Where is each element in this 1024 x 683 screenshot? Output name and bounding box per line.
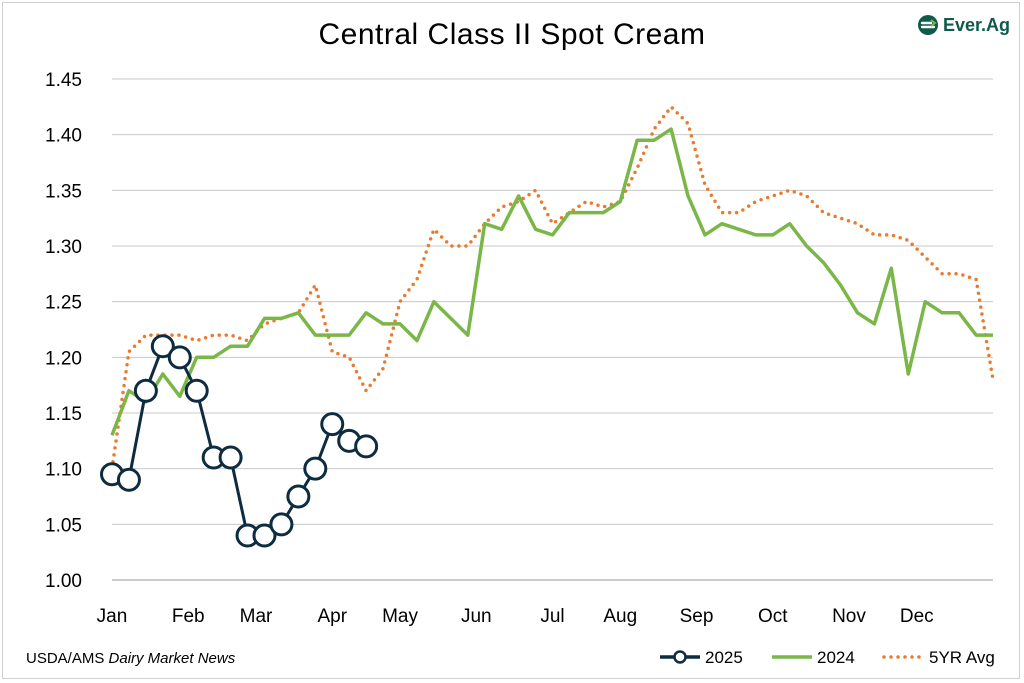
y-tick-label: 1.15 — [45, 404, 82, 425]
gridlines — [112, 78, 993, 581]
x-tick-label-jun: Jun — [461, 606, 492, 627]
x-tick-label-sep: Sep — [680, 606, 714, 627]
chart-title: Central Class II Spot Cream — [318, 18, 706, 51]
source-note: USDA/AMS Dairy Market News — [26, 650, 235, 667]
data-point-2025 — [252, 523, 277, 548]
y-tick-label: 1.25 — [45, 293, 82, 314]
x-tick-label-jul: Jul — [540, 606, 564, 627]
data-series — [100, 105, 995, 548]
brand-logo: Ever.Ag — [917, 14, 1010, 36]
legend-label-5yr-avg: 5YR Avg — [929, 648, 995, 667]
data-point-2025 — [133, 378, 158, 403]
y-axis-tick-labels: 1.00 1.05 1.10 1.15 1.20 1.25 1.30 1.35 1.40 1.45 — [45, 70, 82, 592]
data-point-2025 — [150, 334, 175, 359]
y-tick-label: 1.20 — [45, 348, 82, 369]
series-line-5yr-avg — [110, 105, 995, 471]
x-tick-label-feb: Feb — [172, 606, 205, 627]
series-line-2024 — [110, 127, 993, 436]
data-point-2025 — [167, 345, 192, 370]
ever-ag-logo-icon — [917, 15, 938, 35]
legend-marker-2025 — [673, 650, 687, 664]
y-tick-label: 1.45 — [45, 70, 82, 91]
data-point-2025 — [184, 378, 209, 403]
source-publication: Dairy Market News — [108, 650, 236, 667]
legend: 2025 2024 5YR Avg — [660, 648, 995, 667]
x-axis-tick-labels: Jan Feb Mar Apr May Jun Jul Aug Sep Oct Nov Dec — [97, 606, 934, 627]
data-point-2025 — [303, 456, 328, 481]
x-tick-label-mar: Mar — [240, 606, 273, 627]
y-tick-label: 1.00 — [45, 571, 82, 592]
y-tick-label: 1.35 — [45, 181, 82, 202]
y-tick-label: 1.30 — [45, 237, 82, 258]
x-tick-label-oct: Oct — [758, 606, 788, 627]
y-tick-label: 1.10 — [45, 460, 82, 481]
legend-label-2024: 2024 — [817, 648, 855, 667]
data-point-2025 — [286, 484, 311, 509]
series-line-2025 — [111, 344, 367, 537]
brand-name: Ever.Ag — [942, 14, 1010, 35]
data-point-2025 — [116, 467, 141, 492]
x-tick-label-aug: Aug — [603, 606, 637, 627]
y-tick-label: 1.40 — [45, 126, 82, 147]
x-tick-label-nov: Nov — [832, 606, 866, 627]
x-tick-label-may: May — [382, 606, 418, 627]
data-point-2025 — [269, 512, 294, 537]
y-tick-label: 1.05 — [45, 515, 82, 536]
x-tick-label-jan: Jan — [97, 606, 128, 627]
x-tick-label-apr: Apr — [317, 606, 347, 627]
data-point-2025 — [354, 434, 379, 459]
source-prefix: USDA/AMS — [26, 650, 109, 667]
data-point-2025 — [218, 445, 243, 470]
x-tick-label-dec: Dec — [900, 606, 934, 627]
legend-label-2025: 2025 — [705, 648, 743, 667]
data-point-2025 — [320, 412, 345, 437]
